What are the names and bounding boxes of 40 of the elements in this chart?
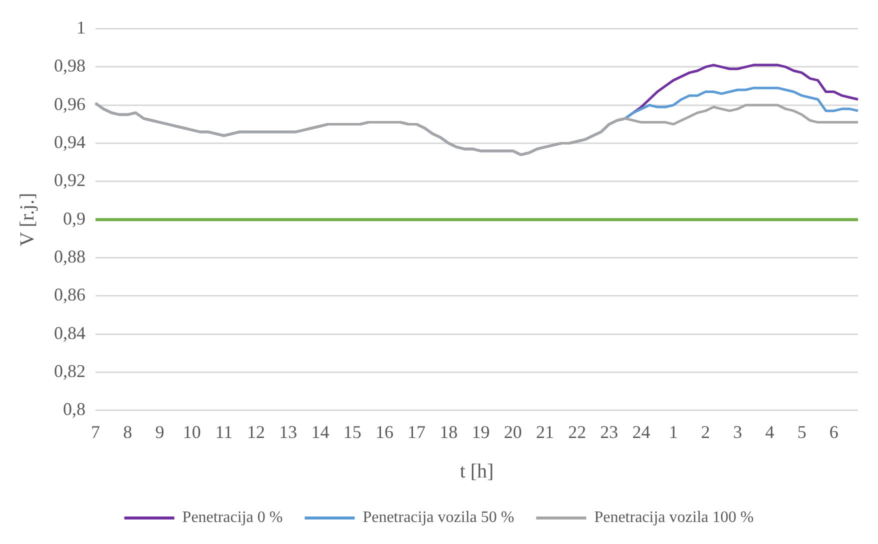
x-tick-label: 6 — [829, 422, 838, 442]
x-tick-label: 24 — [632, 422, 650, 442]
y-tick-label: 0,86 — [54, 284, 86, 305]
y-tick-label: 1 — [76, 18, 86, 38]
x-axis-title: t [h] — [460, 460, 494, 482]
x-tick-label: 23 — [600, 422, 618, 442]
y-tick-label: 0,8 — [63, 399, 86, 420]
x-tick-label: 2 — [701, 422, 710, 442]
y-tick-label: 0,88 — [54, 246, 86, 266]
y-tick-label: 0,84 — [54, 322, 86, 343]
y-tick-label: 0,98 — [54, 56, 86, 76]
x-tick-label: 9 — [155, 422, 164, 442]
y-tick-label: 0,96 — [54, 94, 86, 114]
y-tick-label: 0,92 — [54, 170, 86, 190]
legend-label: Penetracija vozila 50 % — [362, 509, 514, 526]
x-tick-label: 12 — [247, 422, 266, 442]
x-tick-label: 19 — [472, 422, 490, 442]
y-tick-label: 0,9 — [63, 208, 86, 228]
x-tick-label: 20 — [504, 422, 522, 442]
x-tick-label: 8 — [123, 422, 132, 442]
x-tick-label: 14 — [311, 422, 330, 442]
y-tick-label: 0,82 — [54, 360, 86, 381]
x-tick-label: 4 — [765, 422, 774, 442]
x-tick-label: 17 — [408, 422, 426, 442]
x-tick-label: 3 — [733, 422, 742, 442]
x-tick-label: 11 — [215, 422, 233, 442]
x-tick-label: 16 — [375, 422, 394, 442]
x-tick-label: 10 — [182, 422, 201, 442]
x-tick-label: 5 — [797, 422, 806, 442]
x-tick-label: 22 — [568, 422, 586, 442]
x-tick-label: 1 — [668, 422, 678, 442]
legend-label: Penetracija vozila 100 % — [594, 509, 754, 526]
legend-label: Penetracija 0 % — [182, 509, 283, 526]
y-tick-label: 0,94 — [54, 132, 86, 152]
y-axis-title: V [r.j.] — [16, 192, 38, 246]
x-tick-label: 13 — [279, 422, 298, 442]
x-tick-label: 15 — [343, 422, 362, 442]
x-tick-label: 21 — [536, 422, 554, 442]
x-tick-label: 18 — [440, 422, 458, 442]
x-tick-label: 7 — [91, 422, 100, 442]
